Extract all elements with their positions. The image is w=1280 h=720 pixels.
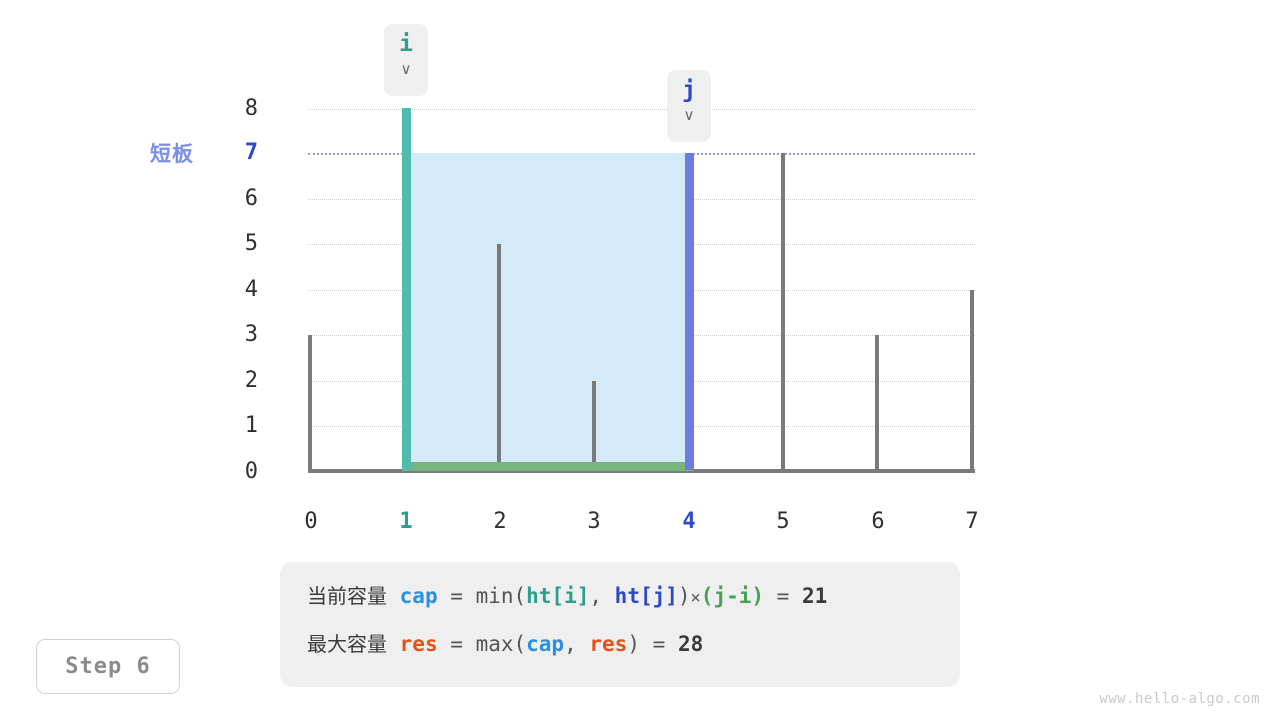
bar-5: [781, 153, 785, 472]
x-tick-7: 7: [965, 509, 979, 534]
formula-line1-htj: ht[j]: [614, 584, 678, 608]
pointer-chip-i: i ∨: [384, 24, 428, 96]
x-tick-1: 1: [399, 509, 413, 534]
bar-7: [970, 290, 974, 472]
formula-line1-cap: cap: [399, 584, 438, 608]
x-tick-2: 2: [493, 509, 507, 534]
short-board-label: 短板: [150, 142, 194, 166]
bar-0: [308, 335, 312, 472]
formula-line1-times: ×: [690, 588, 701, 608]
formula-line1-eq1: =: [450, 584, 463, 608]
y-tick-7: 7: [244, 140, 258, 165]
formula-line1-fn: min(: [475, 584, 527, 608]
x-axis-baseline: [308, 469, 975, 473]
pointer-j-label: j: [682, 77, 696, 103]
x-tick-6: 6: [871, 509, 885, 534]
formula-line1-prefix: 当前容量: [307, 584, 387, 608]
y-tick-4: 4: [244, 277, 258, 302]
watermark: www.hello-algo.com: [1099, 691, 1260, 707]
water-base-line: [402, 462, 694, 471]
formula-line2-fn: max(: [475, 632, 527, 656]
chevron-down-icon: ∨: [400, 60, 412, 79]
formula-line2-value: 28: [677, 632, 704, 656]
formula-line2-eq1: =: [450, 632, 463, 656]
y-tick-1: 1: [244, 413, 258, 438]
x-tick-4: 4: [682, 509, 696, 534]
formula-line2-prefix: 最大容量: [307, 632, 387, 656]
formula-line1-value: 21: [801, 584, 828, 608]
bar-6: [875, 335, 879, 472]
pointer-chip-j: j ∨: [667, 70, 711, 142]
y-tick-5: 5: [244, 231, 258, 256]
bar-2-overlay: [497, 244, 501, 470]
formula-line-current-capacity: 当前容量 cap = min(ht[i], ht[j])×(j-i) = 21: [307, 586, 960, 607]
gridline-8: [308, 109, 975, 110]
x-tick-0: 0: [304, 509, 318, 534]
formula-line1-close: ): [677, 584, 691, 608]
bar-4-pointer-j: [685, 153, 694, 470]
formula-panel: 当前容量 cap = min(ht[i], ht[j])×(j-i) = 21 …: [280, 562, 960, 687]
y-tick-0: 0: [244, 459, 258, 484]
x-tick-3: 3: [587, 509, 601, 534]
y-tick-2: 2: [244, 368, 258, 393]
chevron-down-icon: ∨: [683, 106, 695, 125]
formula-line2-close: ): [627, 632, 640, 656]
formula-line2-cap: cap: [526, 632, 565, 656]
step-badge: Step 6: [36, 639, 180, 694]
formula-line1-ji: (j-i): [700, 584, 765, 608]
water-area: [404, 153, 692, 470]
y-tick-8: 8: [244, 96, 258, 121]
pointer-i-label: i: [399, 31, 413, 57]
formula-line2-res2: res: [589, 632, 628, 656]
x-tick-5: 5: [776, 509, 790, 534]
formula-line1-eq2: =: [776, 584, 790, 608]
formula-line2-eq2: =: [652, 632, 666, 656]
formula-line1-comma: ,: [589, 584, 603, 608]
bar-1-pointer-i: [402, 108, 411, 470]
y-tick-6: 6: [244, 186, 258, 211]
formula-line-max-capacity: 最大容量 res = max(cap, res) = 28: [307, 634, 960, 655]
formula-line2-comma: ,: [564, 632, 577, 656]
formula-line2-res: res: [399, 632, 438, 656]
y-tick-3: 3: [244, 322, 258, 347]
formula-line1-hti: ht[i]: [526, 584, 590, 608]
bar-3-overlay: [592, 381, 596, 470]
